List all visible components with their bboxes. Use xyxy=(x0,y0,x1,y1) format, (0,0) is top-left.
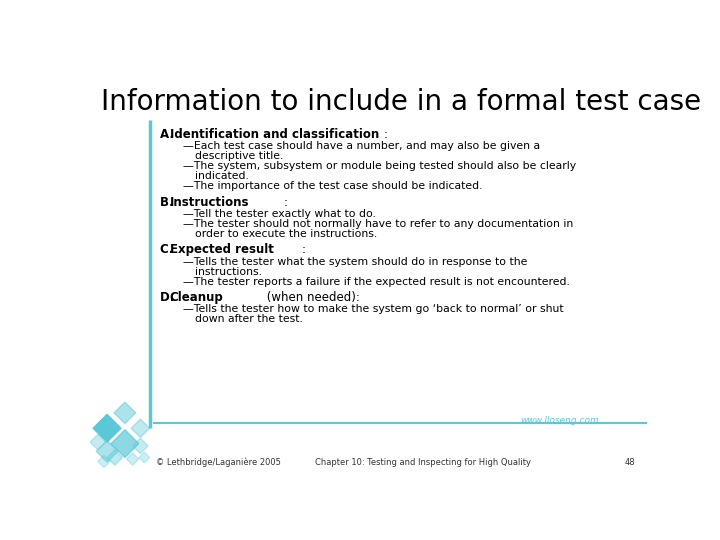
Text: Expected result: Expected result xyxy=(170,244,274,256)
Text: © Lethbridge/Laganière 2005: © Lethbridge/Laganière 2005 xyxy=(156,457,281,467)
Text: 48: 48 xyxy=(625,458,635,467)
Text: —Tells the tester what the system should do in response to the: —Tells the tester what the system should… xyxy=(183,256,527,267)
Text: —The tester should not normally have to refer to any documentation in: —The tester should not normally have to … xyxy=(183,219,573,229)
Polygon shape xyxy=(131,419,150,437)
Polygon shape xyxy=(93,414,121,442)
Text: —The importance of the test case should be indicated.: —The importance of the test case should … xyxy=(183,181,482,191)
Text: —The tester reports a failure if the expected result is not encountered.: —The tester reports a failure if the exp… xyxy=(183,276,570,287)
Text: Identification and classification: Identification and classification xyxy=(170,128,379,141)
Polygon shape xyxy=(114,402,136,423)
Text: descriptive title.: descriptive title. xyxy=(195,151,284,161)
Text: :: : xyxy=(302,244,306,256)
Text: D.: D. xyxy=(160,291,179,304)
Polygon shape xyxy=(132,438,148,454)
Text: Chapter 10: Testing and Inspecting for High Quality: Chapter 10: Testing and Inspecting for H… xyxy=(315,458,531,467)
Text: www.lloseng.com: www.lloseng.com xyxy=(520,416,599,425)
Text: —The system, subsystem or module being tested should also be clearly: —The system, subsystem or module being t… xyxy=(183,161,576,171)
Polygon shape xyxy=(107,450,122,465)
Text: Instructions: Instructions xyxy=(170,195,249,208)
Polygon shape xyxy=(90,434,106,450)
Text: —Each test case should have a number, and may also be given a: —Each test case should have a number, an… xyxy=(183,141,540,151)
Text: C.: C. xyxy=(160,244,177,256)
Text: (when needed):: (when needed): xyxy=(264,291,360,304)
Polygon shape xyxy=(111,430,139,457)
Polygon shape xyxy=(98,455,110,468)
Text: down after the test.: down after the test. xyxy=(195,314,303,325)
Text: :: : xyxy=(384,128,388,141)
Polygon shape xyxy=(127,453,139,465)
Text: B.: B. xyxy=(160,195,178,208)
Text: —Tell the tester exactly what to do.: —Tell the tester exactly what to do. xyxy=(183,209,376,219)
Text: Cleanup: Cleanup xyxy=(170,291,224,304)
Text: A.: A. xyxy=(160,128,178,141)
Text: indicated.: indicated. xyxy=(195,171,249,181)
Text: Information to include in a formal test case: Information to include in a formal test … xyxy=(101,88,701,116)
Text: :: : xyxy=(283,195,287,208)
Polygon shape xyxy=(96,441,118,462)
Polygon shape xyxy=(139,452,150,463)
Text: instructions.: instructions. xyxy=(195,267,262,276)
Text: —Tells the tester how to make the system go ‘back to normal’ or shut: —Tells the tester how to make the system… xyxy=(183,304,564,314)
Text: order to execute the instructions.: order to execute the instructions. xyxy=(195,229,378,239)
